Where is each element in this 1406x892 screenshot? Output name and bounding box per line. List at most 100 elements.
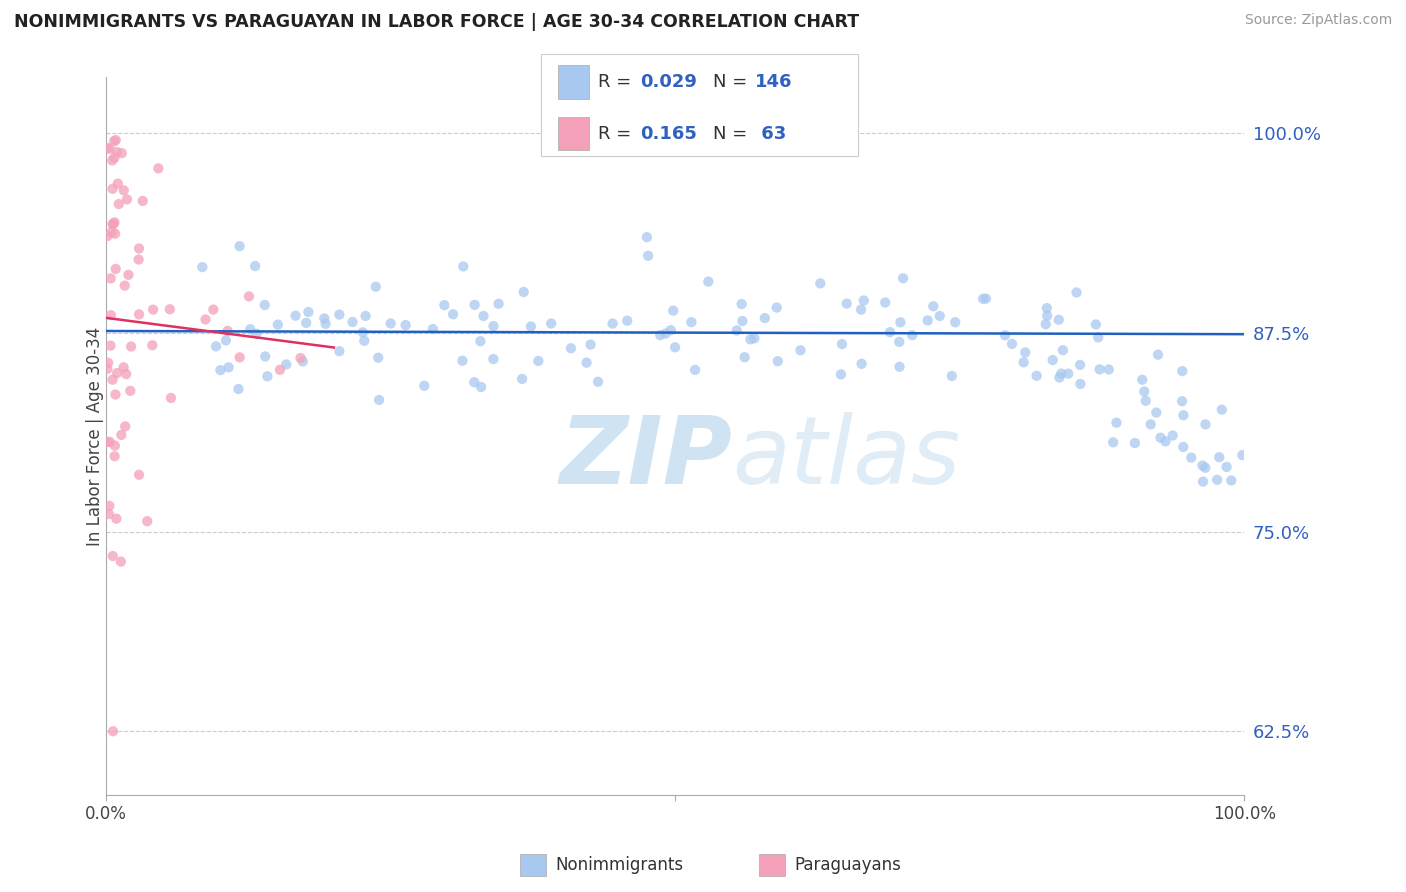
- Text: Paraguayans: Paraguayans: [794, 855, 901, 874]
- Point: [413, 378, 436, 392]
- Point: [297, 305, 319, 319]
- Point: [851, 357, 873, 371]
- Point: [328, 308, 350, 322]
- Point: [1102, 435, 1125, 450]
- Point: [835, 296, 858, 310]
- Point: [470, 334, 492, 349]
- Point: [1050, 367, 1073, 381]
- Point: [1173, 408, 1195, 422]
- Point: [683, 363, 706, 377]
- Point: [159, 302, 181, 317]
- Point: [354, 309, 377, 323]
- Point: [972, 292, 994, 306]
- Point: [1211, 402, 1233, 417]
- Point: [852, 293, 875, 308]
- Point: [1149, 431, 1171, 445]
- Point: [488, 297, 510, 311]
- Point: [142, 302, 165, 317]
- Point: [1123, 436, 1146, 450]
- Point: [114, 419, 136, 434]
- Point: [1069, 358, 1091, 372]
- Point: [314, 311, 336, 326]
- Point: [1087, 330, 1109, 344]
- Point: [766, 354, 789, 368]
- Point: [101, 217, 124, 231]
- Point: [100, 271, 122, 285]
- Point: [103, 215, 125, 229]
- Text: atlas: atlas: [733, 412, 960, 503]
- Point: [112, 360, 135, 375]
- Point: [1208, 450, 1230, 465]
- Point: [889, 359, 911, 374]
- Point: [889, 334, 911, 349]
- Point: [1084, 318, 1107, 332]
- Point: [1098, 362, 1121, 376]
- Point: [1052, 343, 1074, 358]
- Text: N =: N =: [713, 73, 752, 91]
- Point: [1191, 458, 1213, 473]
- Point: [191, 260, 214, 274]
- Point: [917, 313, 939, 327]
- Point: [103, 151, 125, 165]
- Point: [662, 303, 685, 318]
- Point: [380, 317, 402, 331]
- Point: [243, 259, 266, 273]
- Point: [228, 351, 250, 365]
- Point: [394, 318, 416, 332]
- Point: [1057, 367, 1080, 381]
- Point: [128, 307, 150, 321]
- Point: [96, 229, 118, 244]
- Point: [128, 252, 150, 267]
- Point: [96, 141, 118, 155]
- Point: [891, 271, 914, 285]
- Point: [1066, 285, 1088, 300]
- Text: NONIMMIGRANTS VS PARAGUAYAN IN LABOR FORCE | AGE 30-34 CORRELATION CHART: NONIMMIGRANTS VS PARAGUAYAN IN LABOR FOR…: [14, 13, 859, 31]
- Point: [202, 302, 225, 317]
- Point: [1232, 448, 1254, 462]
- Point: [218, 360, 240, 375]
- Point: [1206, 473, 1229, 487]
- Point: [1215, 459, 1237, 474]
- Text: ZIP: ZIP: [560, 412, 733, 504]
- Text: R =: R =: [598, 73, 637, 91]
- Point: [128, 242, 150, 256]
- Point: [725, 323, 748, 337]
- Point: [101, 549, 124, 563]
- Point: [1180, 450, 1202, 465]
- Point: [512, 285, 534, 299]
- Point: [527, 354, 550, 368]
- Point: [228, 239, 250, 253]
- Point: [342, 315, 364, 329]
- Point: [1139, 417, 1161, 432]
- Point: [110, 555, 132, 569]
- Point: [105, 366, 128, 380]
- Point: [540, 317, 562, 331]
- Point: [636, 230, 658, 244]
- Point: [160, 391, 183, 405]
- Point: [132, 194, 155, 208]
- Point: [470, 380, 492, 394]
- Point: [681, 315, 703, 329]
- Point: [105, 511, 128, 525]
- Point: [650, 328, 672, 343]
- Point: [520, 319, 543, 334]
- Point: [451, 353, 474, 368]
- Point: [110, 428, 132, 442]
- Point: [290, 351, 312, 365]
- Text: 0.165: 0.165: [640, 125, 696, 143]
- Point: [472, 309, 495, 323]
- Text: N =: N =: [713, 125, 752, 143]
- Point: [103, 134, 125, 148]
- Point: [830, 368, 852, 382]
- Point: [433, 298, 456, 312]
- Point: [97, 356, 120, 370]
- Point: [1144, 406, 1167, 420]
- Point: [1035, 317, 1057, 331]
- Point: [1025, 368, 1047, 383]
- Point: [849, 302, 872, 317]
- Point: [100, 225, 122, 239]
- Text: Nonimmigrants: Nonimmigrants: [555, 855, 683, 874]
- Point: [114, 278, 136, 293]
- Point: [353, 334, 375, 348]
- Point: [238, 289, 260, 303]
